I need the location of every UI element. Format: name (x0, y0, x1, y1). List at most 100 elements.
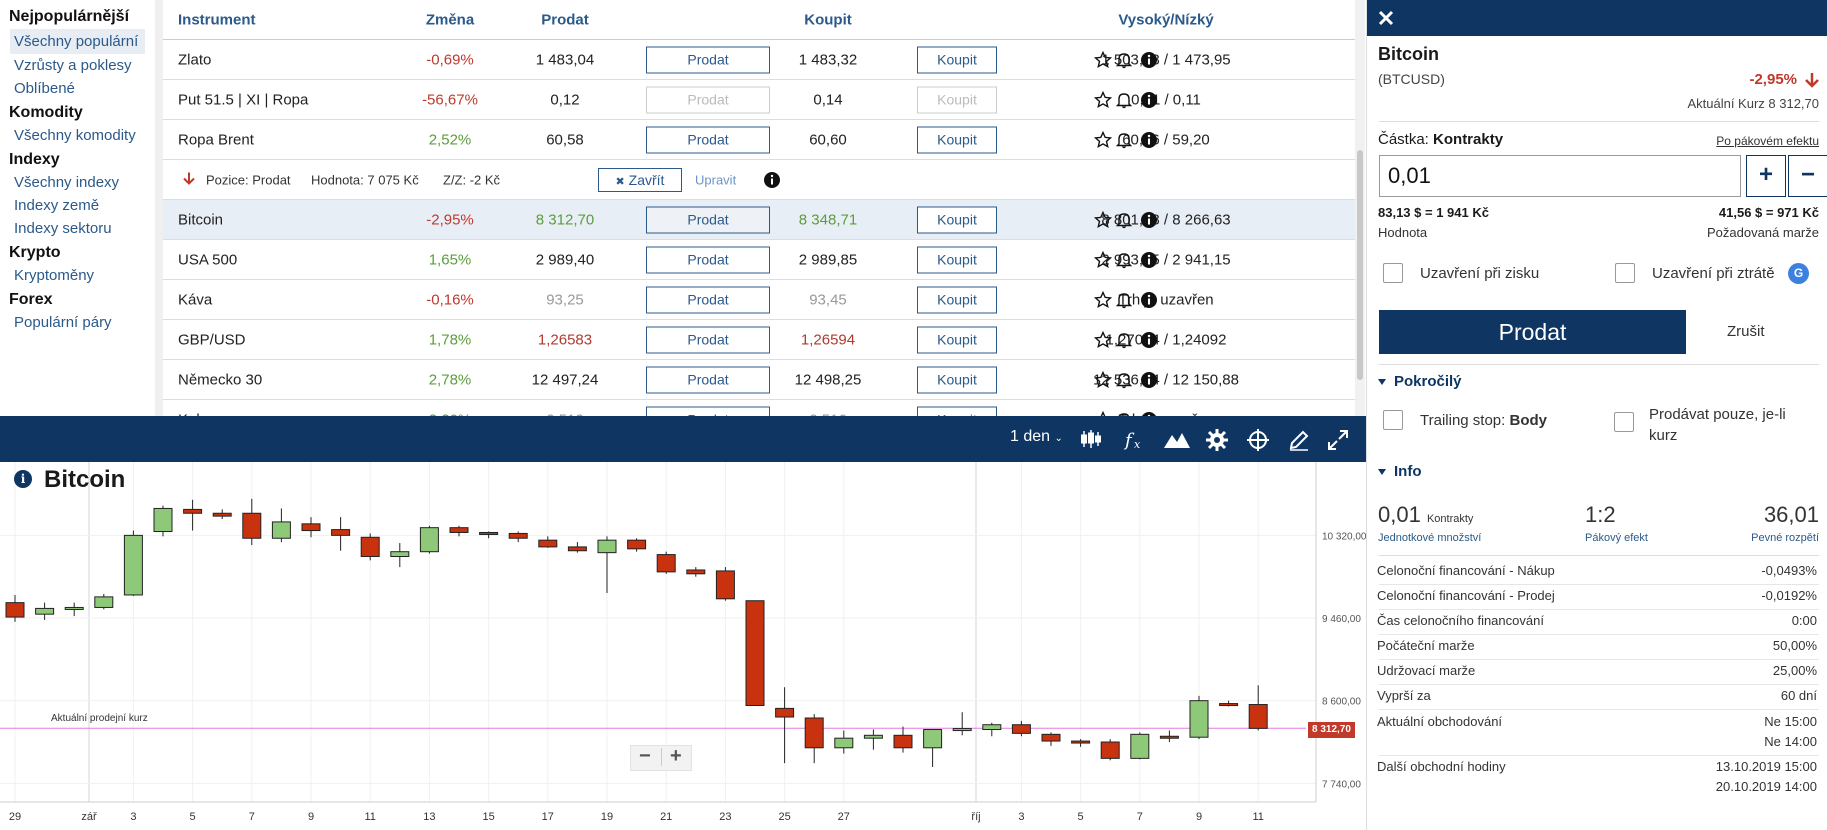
period-select[interactable]: 1 den ⌄ (1010, 428, 1063, 446)
guaranteed-stop-badge[interactable]: G (1788, 263, 1809, 284)
sidebar-item-popular-pairs[interactable]: Populární páry (14, 314, 112, 331)
instrument-name[interactable]: USA 500 (178, 251, 238, 268)
amount-minus-button[interactable]: − (1788, 155, 1827, 197)
table-row[interactable]: Zlato -0,69% 1 483,04 Prodat 1 483,32 Koupit 1… (163, 40, 1365, 80)
crosshair-icon[interactable] (1247, 429, 1269, 451)
table-row[interactable]: Německo 30 2,78% 12 497,24 Prodat 12 498,25 K… (163, 360, 1365, 400)
star-icon[interactable] (1093, 90, 1113, 109)
info-icon[interactable] (1140, 411, 1158, 416)
instrument-name[interactable]: Německo 30 (178, 371, 263, 388)
star-icon[interactable] (1093, 50, 1113, 69)
trailing-stop-checkbox[interactable] (1383, 410, 1403, 430)
table-row[interactable]: USA 500 1,65% 2 989,40 Prodat 2 989,85 Koupit… (163, 240, 1365, 280)
sidebar-item-favorites[interactable]: Oblíbené (14, 80, 75, 97)
bell-icon[interactable] (1115, 411, 1133, 416)
sell-button[interactable]: Prodat (646, 126, 770, 153)
buy-button[interactable]: Koupit (917, 86, 997, 113)
sidebar-item-country-indices[interactable]: Indexy země (14, 197, 100, 214)
close-icon[interactable] (1378, 10, 1394, 26)
buy-button[interactable]: Koupit (917, 126, 997, 153)
header-change[interactable]: Změna (425, 11, 475, 28)
star-icon[interactable] (1093, 370, 1113, 389)
cancel-button[interactable]: Zrušit (1727, 323, 1765, 340)
instrument-name[interactable]: Kakao (178, 411, 221, 416)
bell-icon[interactable] (1115, 331, 1133, 349)
sell-button[interactable]: Prodat (646, 406, 770, 416)
sidebar-item-all-popular[interactable]: Všechny populární (10, 29, 145, 54)
header-instrument[interactable]: Instrument (178, 11, 256, 28)
star-icon[interactable] (1093, 250, 1113, 269)
info-icon[interactable] (1140, 251, 1158, 269)
star-icon[interactable] (1093, 330, 1113, 349)
info-icon[interactable] (1140, 51, 1158, 69)
leverage-link[interactable]: Po pákovém efektu (1716, 134, 1819, 148)
buy-button[interactable]: Koupit (917, 46, 997, 73)
bell-icon[interactable] (1115, 91, 1133, 109)
instrument-name[interactable]: Zlato (178, 51, 212, 68)
table-row[interactable]: Kakao 2,20% 2 512 Prodat 2 516 Koupit Trh je u… (163, 400, 1365, 416)
sell-button[interactable]: Prodat (646, 206, 770, 233)
gear-icon[interactable] (1206, 429, 1228, 451)
take-profit-checkbox[interactable] (1383, 263, 1403, 283)
sidebar-item-cryptocurrencies[interactable]: Kryptoměny (14, 267, 95, 284)
instrument-name[interactable]: Káva (178, 291, 213, 308)
info-icon[interactable] (1140, 371, 1158, 389)
sell-button[interactable]: Prodat (646, 326, 770, 353)
stop-loss-checkbox[interactable] (1615, 263, 1635, 283)
instrument-name[interactable]: Ropa Brent (178, 131, 254, 148)
buy-button[interactable]: Koupit (917, 286, 997, 313)
star-icon[interactable] (1093, 130, 1113, 149)
mountain-chart-icon[interactable] (1163, 429, 1191, 449)
buy-button[interactable]: Koupit (917, 206, 997, 233)
price-chart[interactable]: 10 320,00 9 460,00 8 600,00 7 740,00 29 zář 3 5… (0, 462, 1367, 830)
table-scrollbar[interactable] (1355, 0, 1365, 416)
edit-position-link[interactable]: Upravit (695, 172, 737, 187)
close-position-button[interactable]: ✖ Zavřít (598, 167, 682, 192)
info-section[interactable]: Info (1394, 463, 1422, 480)
buy-button[interactable]: Koupit (917, 406, 997, 416)
sidebar-item-all-commodities[interactable]: Všechny komodity (14, 127, 136, 144)
expand-icon[interactable] (1327, 429, 1349, 451)
instrument-name[interactable]: GBP/USD (178, 331, 246, 348)
table-row[interactable]: GBP/USD 1,78% 1,26583 Prodat 1,26594 Koupit 1,… (163, 320, 1365, 360)
buy-button[interactable]: Koupit (917, 366, 997, 393)
sidebar-item-sector-indices[interactable]: Indexy sektoru (14, 220, 112, 237)
info-icon[interactable] (1140, 331, 1158, 349)
sell-only-checkbox[interactable] (1614, 412, 1634, 432)
zoom-in-button[interactable]: + (670, 745, 682, 767)
bell-icon[interactable] (1115, 371, 1133, 389)
info-icon[interactable] (1140, 91, 1158, 109)
amount-input[interactable] (1380, 156, 1740, 196)
instrument-name[interactable]: Bitcoin (178, 211, 224, 228)
info-icon[interactable] (1140, 211, 1158, 229)
sell-button[interactable]: Prodat (646, 286, 770, 313)
table-row[interactable]: Ropa Brent 2,52% 60,58 Prodat 60,60 Koupit 60,… (163, 120, 1365, 160)
sell-button[interactable]: Prodat (646, 366, 770, 393)
sidebar-item-movers[interactable]: Vzrůsty a poklesy (14, 57, 132, 74)
sell-submit-button[interactable]: Prodat (1379, 310, 1686, 354)
table-row[interactable]: Káva -0,16% 93,25 Prodat 93,45 Koupit Trh je u… (163, 280, 1365, 320)
candles-icon[interactable] (1080, 429, 1102, 449)
table-row[interactable]: Bitcoin -2,95% 8 312,70 Prodat 8 348,71 Koupi… (163, 200, 1365, 240)
sell-button[interactable]: Prodat (646, 46, 770, 73)
header-sell[interactable]: Prodat (541, 11, 589, 28)
header-high-low[interactable]: Vysoký/Nízký (1118, 11, 1214, 28)
chart-info-icon[interactable]: i (14, 470, 32, 488)
zoom-out-button[interactable]: − (639, 745, 651, 767)
info-icon[interactable] (1140, 131, 1158, 149)
chart-canvas[interactable]: 10 320,00 9 460,00 8 600,00 7 740,00 29 zář 3 5… (0, 462, 1367, 830)
bell-icon[interactable] (1115, 291, 1133, 309)
amount-plus-button[interactable]: + (1746, 155, 1786, 197)
header-buy[interactable]: Koupit (804, 11, 852, 28)
info-icon[interactable] (763, 171, 781, 189)
sell-button[interactable]: Prodat (646, 86, 770, 113)
star-icon[interactable] (1093, 290, 1113, 309)
pencil-icon[interactable] (1288, 429, 1310, 451)
advanced-section[interactable]: Pokročilý (1394, 373, 1462, 390)
bell-icon[interactable] (1115, 211, 1133, 229)
sell-button[interactable]: Prodat (646, 246, 770, 273)
instrument-name[interactable]: Put 51.5 | XI | Ropa (178, 91, 309, 108)
bell-icon[interactable] (1115, 131, 1133, 149)
info-icon[interactable] (1140, 291, 1158, 309)
